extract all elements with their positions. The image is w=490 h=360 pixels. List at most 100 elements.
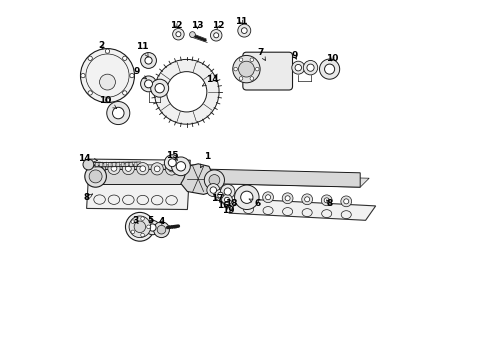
Circle shape (88, 56, 92, 60)
Circle shape (107, 102, 130, 125)
Polygon shape (209, 175, 369, 187)
Circle shape (176, 162, 186, 171)
Polygon shape (87, 162, 90, 167)
Circle shape (295, 64, 301, 71)
Circle shape (242, 28, 247, 33)
Polygon shape (99, 162, 102, 167)
Circle shape (166, 163, 178, 175)
Circle shape (210, 30, 222, 41)
Circle shape (141, 233, 145, 237)
Circle shape (83, 159, 94, 170)
Text: 3: 3 (132, 216, 138, 225)
Polygon shape (95, 162, 98, 167)
Circle shape (154, 166, 160, 172)
Text: 4: 4 (159, 217, 166, 226)
Circle shape (209, 175, 220, 185)
Circle shape (307, 64, 314, 71)
Text: 14: 14 (78, 154, 98, 163)
Circle shape (250, 77, 254, 80)
Circle shape (233, 55, 260, 83)
Polygon shape (108, 162, 111, 167)
Circle shape (151, 163, 163, 175)
Text: 9: 9 (292, 51, 298, 60)
Circle shape (80, 49, 134, 103)
Circle shape (215, 189, 226, 201)
Circle shape (321, 195, 332, 206)
Circle shape (204, 170, 224, 190)
Circle shape (137, 163, 149, 175)
Circle shape (243, 191, 254, 202)
Circle shape (141, 53, 156, 68)
Circle shape (207, 184, 220, 197)
Circle shape (105, 98, 110, 102)
Text: 19: 19 (222, 206, 235, 215)
Text: 7: 7 (257, 48, 266, 60)
Text: 10: 10 (99, 96, 117, 108)
Circle shape (221, 194, 232, 205)
Circle shape (246, 194, 251, 199)
Circle shape (210, 187, 217, 193)
Circle shape (239, 61, 254, 77)
Polygon shape (87, 159, 190, 210)
Circle shape (172, 28, 184, 40)
Circle shape (147, 225, 150, 229)
Polygon shape (209, 169, 360, 187)
Text: 10: 10 (326, 54, 338, 63)
Circle shape (324, 64, 335, 74)
Text: 12: 12 (212, 21, 224, 30)
Polygon shape (134, 162, 137, 167)
Text: 5: 5 (147, 216, 154, 225)
Text: 8: 8 (326, 199, 333, 208)
Circle shape (145, 220, 160, 235)
Circle shape (111, 166, 117, 171)
Text: 8: 8 (83, 194, 93, 202)
Circle shape (302, 194, 313, 205)
Circle shape (319, 59, 340, 79)
Polygon shape (104, 162, 107, 167)
Circle shape (239, 58, 243, 62)
Circle shape (218, 192, 223, 198)
Text: 14: 14 (202, 76, 218, 86)
Circle shape (131, 230, 135, 234)
Text: 9: 9 (133, 68, 147, 79)
Circle shape (169, 159, 176, 167)
Circle shape (125, 166, 131, 171)
Circle shape (266, 195, 270, 200)
Circle shape (122, 56, 127, 60)
Circle shape (234, 67, 238, 71)
Polygon shape (130, 162, 133, 167)
Text: 17: 17 (211, 194, 223, 203)
FancyBboxPatch shape (243, 52, 293, 90)
Circle shape (140, 166, 146, 172)
Circle shape (154, 59, 219, 124)
Circle shape (250, 58, 254, 62)
Circle shape (88, 91, 92, 95)
Circle shape (224, 197, 229, 202)
Circle shape (85, 166, 106, 187)
Circle shape (324, 198, 329, 203)
Circle shape (176, 32, 181, 37)
Circle shape (224, 188, 231, 195)
Circle shape (235, 185, 259, 210)
Text: 11: 11 (235, 17, 247, 26)
Polygon shape (181, 164, 215, 194)
Circle shape (141, 76, 156, 92)
Polygon shape (229, 199, 376, 220)
Circle shape (282, 193, 293, 204)
Circle shape (241, 191, 253, 203)
Circle shape (292, 61, 305, 74)
Circle shape (167, 72, 207, 112)
Circle shape (214, 33, 219, 38)
Circle shape (255, 67, 259, 71)
Polygon shape (125, 162, 128, 167)
Circle shape (285, 196, 290, 201)
Circle shape (94, 162, 106, 174)
Circle shape (89, 170, 102, 183)
Circle shape (263, 192, 273, 203)
Circle shape (122, 91, 127, 95)
Polygon shape (91, 162, 94, 167)
Circle shape (99, 74, 116, 90)
Text: 6: 6 (249, 199, 261, 208)
Circle shape (151, 79, 169, 97)
Circle shape (169, 166, 174, 172)
